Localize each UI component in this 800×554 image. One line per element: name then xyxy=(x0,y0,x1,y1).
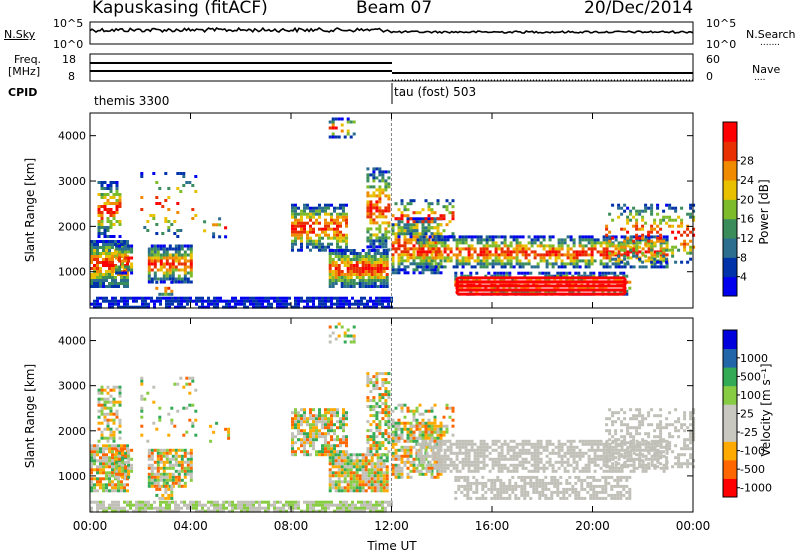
ylabel-power: Slant Range [km] xyxy=(23,158,37,262)
colorbar-tick-label: 24 xyxy=(740,174,754,187)
colorbar-swatch xyxy=(723,348,737,368)
freq-tick-bottom: 8 xyxy=(68,70,75,83)
colorbar-tick-label: 12 xyxy=(740,232,754,245)
y-tick-label: 1000 xyxy=(58,266,86,279)
colorbar-tick-label: -1000 xyxy=(740,482,772,495)
y-tick-label: 3000 xyxy=(58,175,86,188)
colorbar-tick-label: 16 xyxy=(740,213,754,226)
station-title: Kapuskasing (fitACF) xyxy=(92,0,268,18)
beam-title: Beam 07 xyxy=(356,0,433,18)
nave-tick-bottom: 0 xyxy=(706,70,713,83)
power-panel: 1000 2000 3000 4000 xyxy=(58,112,696,309)
y-tick-label: 2000 xyxy=(58,220,86,233)
colorbar-swatch xyxy=(723,141,737,162)
colorbar-swatch xyxy=(723,404,737,424)
colorbar-swatch xyxy=(723,160,737,181)
colorbar-tick-label: 8 xyxy=(740,251,747,264)
colorbar-tick-label: 100 xyxy=(740,389,761,402)
y-tick-label: 4000 xyxy=(58,335,86,348)
ylabel-velocity: Slant Range [km] xyxy=(23,364,37,468)
colorbar-swatch xyxy=(723,330,737,350)
colorbar-swatch xyxy=(723,441,737,461)
nave-dots-icon: .... xyxy=(754,73,766,83)
x-tick-label: 16:00 xyxy=(475,519,510,533)
nsearch-label: N.Search xyxy=(746,28,796,41)
nsearch-tick-top: 10^5 xyxy=(706,17,737,30)
x-tick-label: 00:00 xyxy=(73,519,108,533)
xlabel: Time UT xyxy=(366,539,417,553)
colorbar-swatch xyxy=(723,238,737,258)
colorbar-swatch xyxy=(723,122,737,142)
x-tick-label: 20:00 xyxy=(575,519,610,533)
velocity-panel: 1000 2000 3000 4000 xyxy=(58,317,696,513)
cpid-label: CPID xyxy=(8,86,38,99)
y-tick-label: 4000 xyxy=(58,130,86,143)
x-tick-label: 00:00 xyxy=(676,519,711,533)
colorbar-tick-label: -500 xyxy=(740,463,765,476)
power-colorbar-label: Power [dB] xyxy=(757,179,771,244)
colorbar-swatch xyxy=(723,367,737,387)
y-tick-label: 3000 xyxy=(58,380,86,393)
velocity-colorbar: -1000 -500 -100 -25 25 100 500 1000 xyxy=(722,329,772,498)
freq-tick-top: 18 xyxy=(62,53,76,66)
colorbar-tick-label: 500 xyxy=(740,370,761,383)
nsky-label: N.Sky xyxy=(4,28,36,41)
nsky-trace xyxy=(89,26,694,34)
colorbar-tick-label: 25 xyxy=(740,408,754,421)
date-title: 20/Dec/2014 xyxy=(584,0,694,18)
colorbar-swatch xyxy=(723,218,737,239)
nave-label: Nave xyxy=(752,63,781,76)
nsearch-dots-icon: ....... xyxy=(760,38,781,48)
nsearch-tick-bottom: 10^0 xyxy=(706,38,737,51)
colorbar-tick-label: 28 xyxy=(740,155,754,168)
nsky-tick-top: 10^5 xyxy=(53,17,84,30)
cpid-mode-2: tau (fost) 503 xyxy=(394,85,477,99)
colorbar-swatch xyxy=(723,385,737,405)
x-tick-label: 12:00 xyxy=(374,519,409,533)
colorbar-tick-label: 20 xyxy=(740,193,754,206)
x-tick-label: 04:00 xyxy=(173,519,208,533)
velocity-colorbar-label: Velocity [m s⁻¹] xyxy=(759,363,773,456)
nsky-tick-bottom: 10^0 xyxy=(53,38,84,51)
freq-panel xyxy=(89,53,694,82)
colorbar-tick-label: 4 xyxy=(740,271,747,284)
colorbar-swatch xyxy=(723,276,737,297)
y-tick-label: 2000 xyxy=(58,425,86,438)
colorbar-swatch xyxy=(723,459,737,479)
nave-tick-top: 60 xyxy=(706,53,720,66)
cpid-mode-1: themis 3300 xyxy=(94,94,170,108)
x-tick-label: 08:00 xyxy=(274,519,309,533)
colorbar-swatch xyxy=(723,422,737,442)
y-tick-label: 1000 xyxy=(58,470,86,483)
colorbar-swatch xyxy=(723,478,737,498)
colorbar-tick-label: -100 xyxy=(740,445,765,458)
colorbar-tick-label: -25 xyxy=(740,426,758,439)
colorbar-swatch xyxy=(723,180,737,200)
colorbar-swatch xyxy=(723,257,737,278)
freq-label-line2: [MHz] xyxy=(8,65,41,78)
colorbar-tick-label: 1000 xyxy=(740,352,768,365)
strip-panel xyxy=(89,21,694,45)
colorbar-swatch xyxy=(723,199,737,220)
freq-label-line1: Freq. xyxy=(14,53,42,66)
power-colorbar: 4 8 12 16 20 24 28 xyxy=(722,121,754,297)
